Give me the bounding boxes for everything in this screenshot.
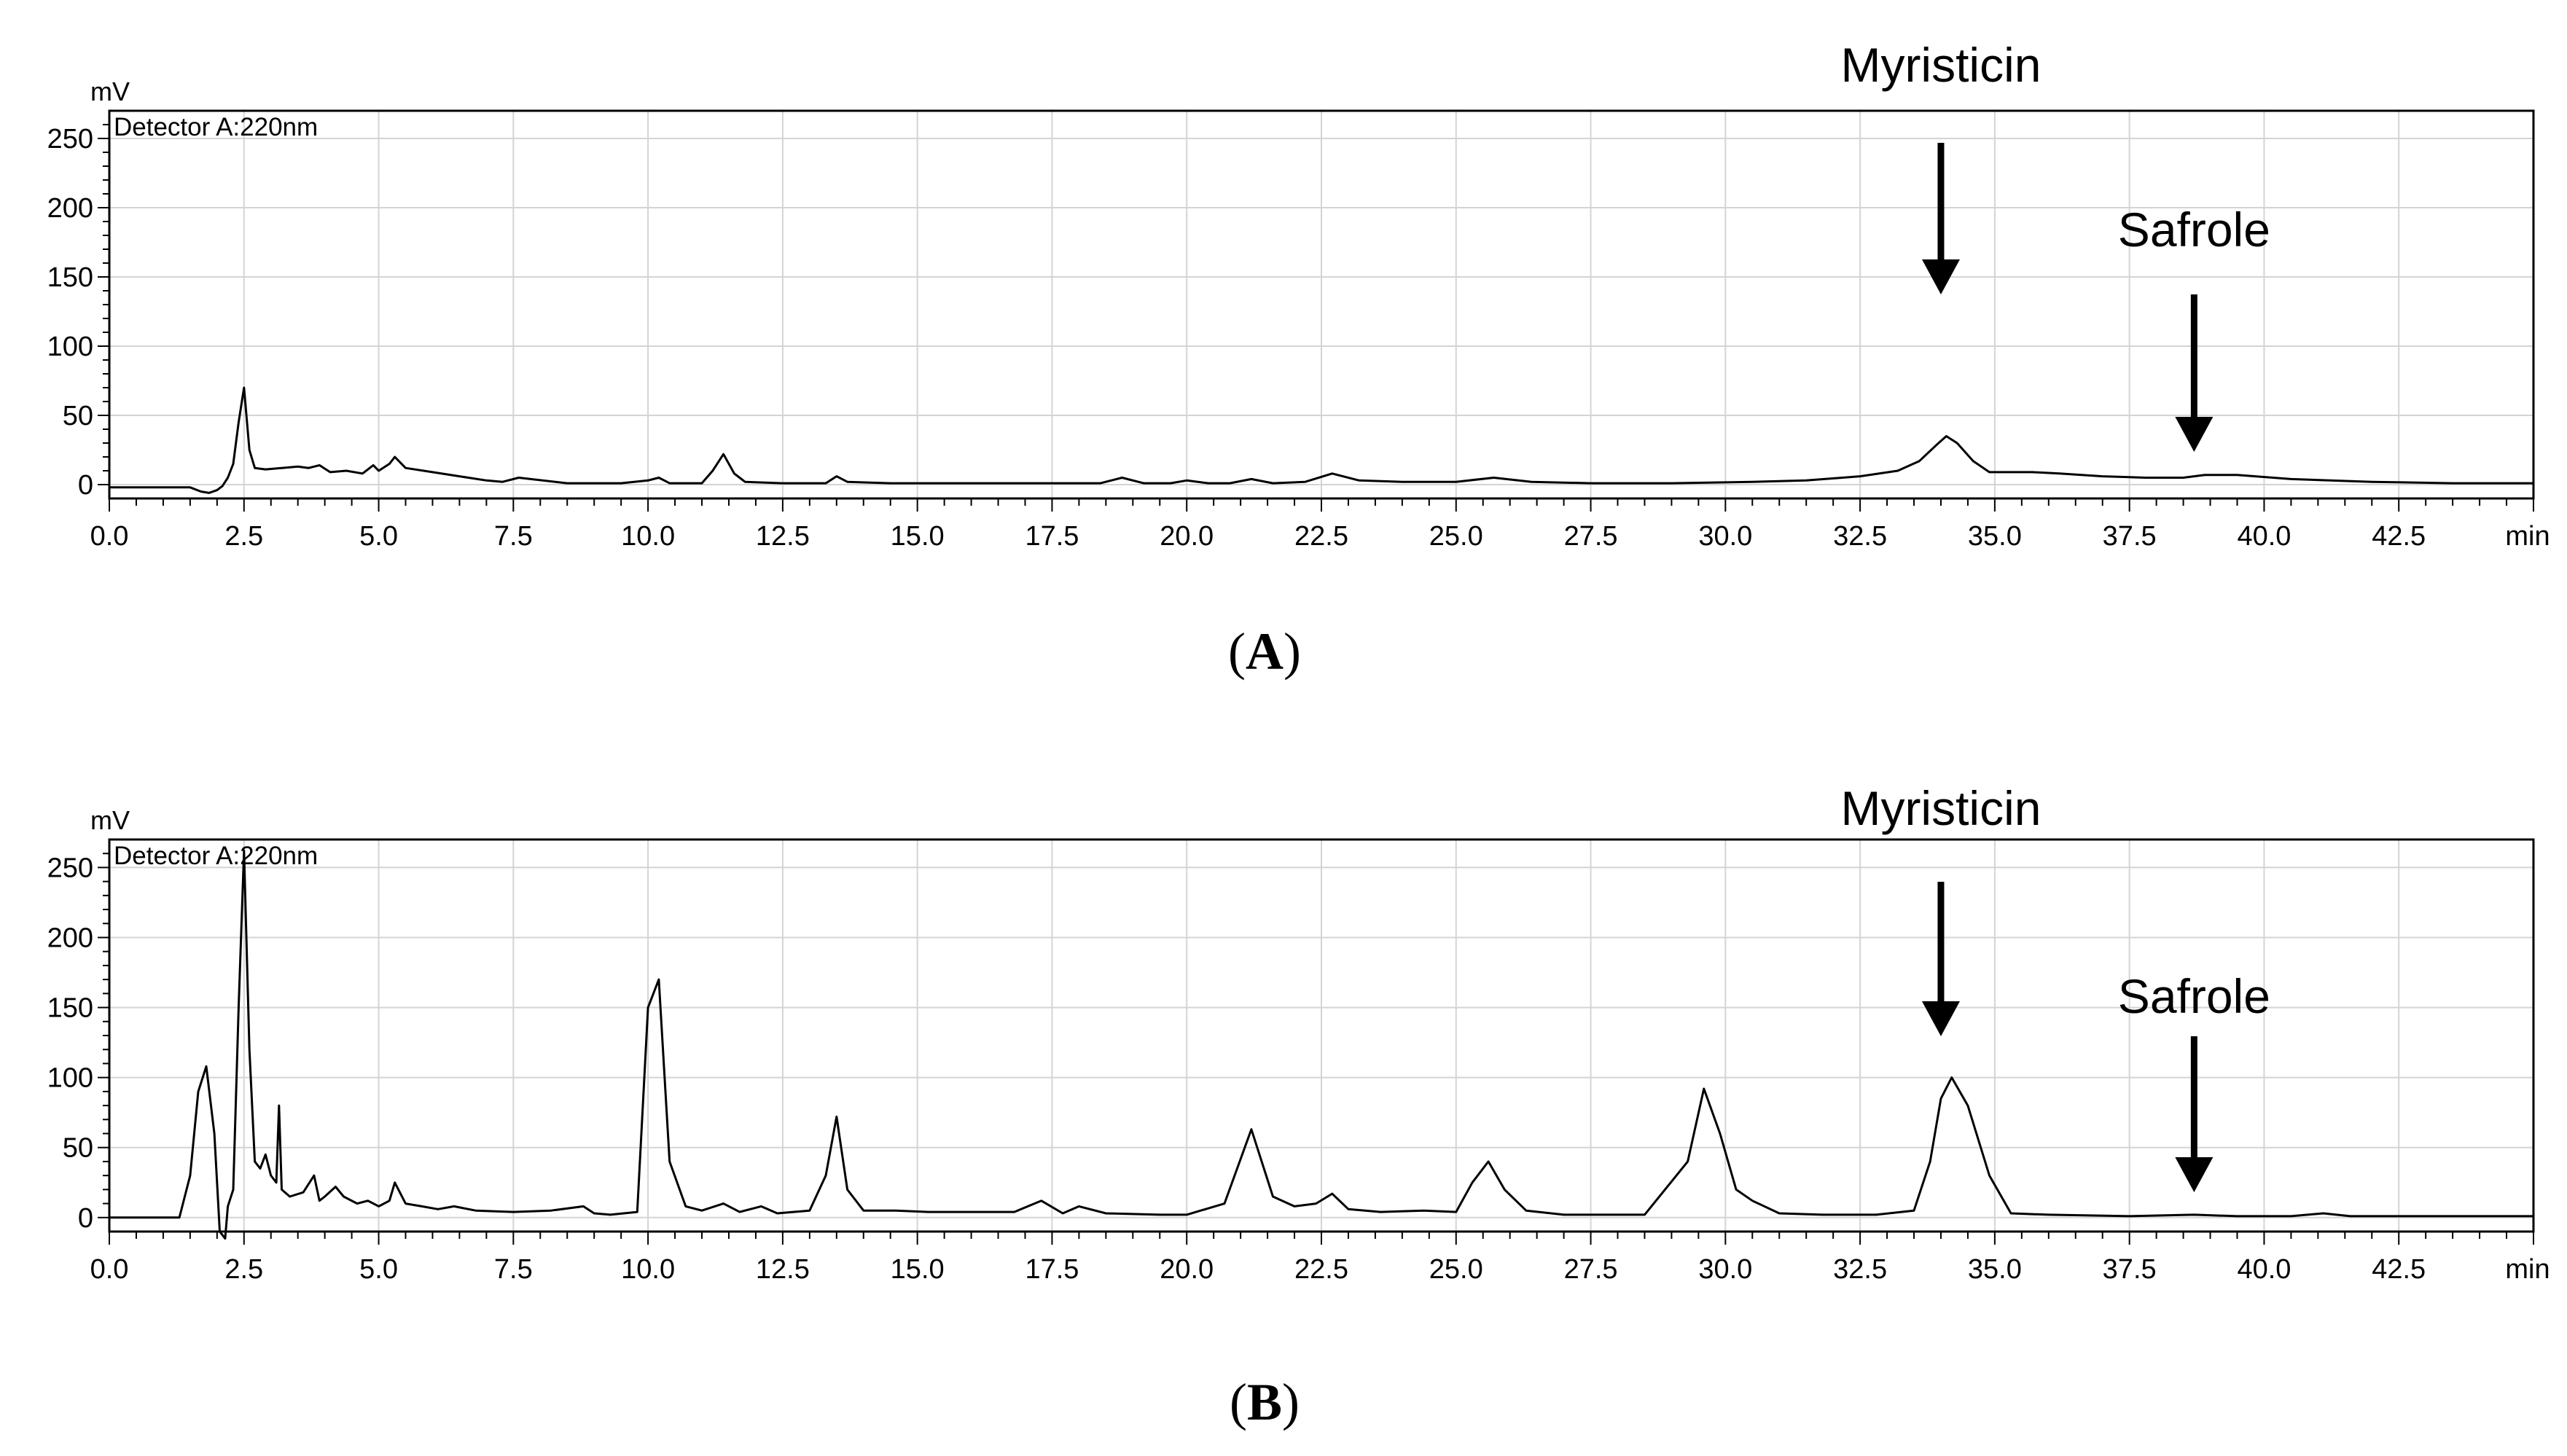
peak-annotation-label: Myristicin bbox=[1840, 38, 2041, 92]
y-tick-label: 250 bbox=[47, 124, 93, 154]
x-tick-label: 20.0 bbox=[1160, 1254, 1214, 1285]
x-tick-label: 27.5 bbox=[1564, 521, 1618, 552]
y-tick-label: 150 bbox=[47, 993, 93, 1024]
x-tick-label: 7.5 bbox=[494, 1254, 533, 1285]
y-tick-label: 100 bbox=[47, 1063, 93, 1094]
peak-annotation-label: Safrole bbox=[2118, 969, 2270, 1023]
x-tick-label: 42.5 bbox=[2372, 1254, 2426, 1285]
x-tick-label: 22.5 bbox=[1294, 521, 1348, 552]
detector-label: Detector A:220nm bbox=[114, 842, 318, 870]
chromatogram-panel-a: 0.0 2.5 5.0 7.5 10.0 12.5 15.0 17.5 20.0 22.5 25.0… bbox=[47, 38, 2550, 681]
y-tick-label: 150 bbox=[47, 262, 93, 293]
peak-annotation-label: Myristicin bbox=[1840, 781, 2041, 835]
x-tick-label: 25.0 bbox=[1429, 521, 1483, 552]
chromatogram-trace bbox=[109, 386, 2533, 494]
x-tick-label: 40.0 bbox=[2237, 1254, 2291, 1285]
x-tick-label: 25.0 bbox=[1429, 1254, 1483, 1285]
x-tick-label: 30.0 bbox=[1698, 521, 1752, 552]
x-tick-label: 7.5 bbox=[494, 521, 533, 552]
x-tick-label: 5.0 bbox=[359, 1254, 398, 1285]
x-tick-label: 35.0 bbox=[1968, 1254, 2022, 1285]
annotation-arrow-head bbox=[1921, 1001, 1960, 1036]
x-tick-label: 15.0 bbox=[891, 521, 945, 552]
x-tick-label: 27.5 bbox=[1564, 1254, 1618, 1285]
x-tick-label: 12.5 bbox=[756, 521, 810, 552]
y-unit-label: mV bbox=[90, 805, 130, 835]
y-tick-label: 0 bbox=[78, 1203, 93, 1234]
x-tick-label: 15.0 bbox=[891, 1254, 945, 1285]
x-tick-label: 17.5 bbox=[1025, 1254, 1079, 1285]
x-tick-label: 32.5 bbox=[1833, 521, 1887, 552]
y-tick-label: 200 bbox=[47, 923, 93, 954]
y-tick-label: 0 bbox=[78, 470, 93, 501]
x-tick-label: 2.5 bbox=[224, 1254, 263, 1285]
x-tick-label: 5.0 bbox=[359, 521, 398, 552]
x-tick-label: 20.0 bbox=[1160, 521, 1214, 552]
x-tick-label: 37.5 bbox=[2103, 1254, 2157, 1285]
y-tick-label: 200 bbox=[47, 193, 93, 224]
detector-label: Detector A:220nm bbox=[114, 113, 318, 141]
annotation-arrow-head bbox=[1921, 259, 1960, 294]
x-tick-label: 12.5 bbox=[756, 1254, 810, 1285]
x-tick-label: 30.0 bbox=[1698, 1254, 1752, 1285]
panel-label: (B) bbox=[1230, 1373, 1300, 1431]
y-tick-label: 50 bbox=[63, 401, 93, 431]
annotation-arrow-head bbox=[2175, 417, 2214, 452]
x-unit-label: min bbox=[2505, 1254, 2550, 1285]
y-tick-label: 250 bbox=[47, 853, 93, 883]
peak-annotation-label: Safrole bbox=[2118, 203, 2270, 257]
y-tick-label: 100 bbox=[47, 332, 93, 362]
x-tick-label: 10.0 bbox=[621, 1254, 675, 1285]
y-unit-label: mV bbox=[90, 77, 130, 106]
x-tick-label: 0.0 bbox=[90, 1254, 129, 1285]
x-unit-label: min bbox=[2505, 521, 2550, 552]
chromatogram-trace bbox=[109, 849, 2533, 1240]
x-tick-label: 37.5 bbox=[2103, 521, 2157, 552]
x-tick-label: 32.5 bbox=[1833, 1254, 1887, 1285]
x-tick-label: 17.5 bbox=[1025, 521, 1079, 552]
x-tick-label: 40.0 bbox=[2237, 521, 2291, 552]
x-tick-label: 0.0 bbox=[90, 521, 129, 552]
annotation-arrow-head bbox=[2175, 1157, 2214, 1192]
x-tick-label: 42.5 bbox=[2372, 521, 2426, 552]
x-tick-label: 10.0 bbox=[621, 521, 675, 552]
chromatogram-panel-b: 0.0 2.5 5.0 7.5 10.0 12.5 15.0 17.5 20.0 22.5 25.0… bbox=[47, 781, 2550, 1431]
panel-label: (A) bbox=[1228, 622, 1301, 681]
x-tick-label: 2.5 bbox=[224, 521, 263, 552]
y-tick-label: 50 bbox=[63, 1133, 93, 1164]
x-tick-label: 35.0 bbox=[1968, 521, 2022, 552]
x-tick-label: 22.5 bbox=[1294, 1254, 1348, 1285]
